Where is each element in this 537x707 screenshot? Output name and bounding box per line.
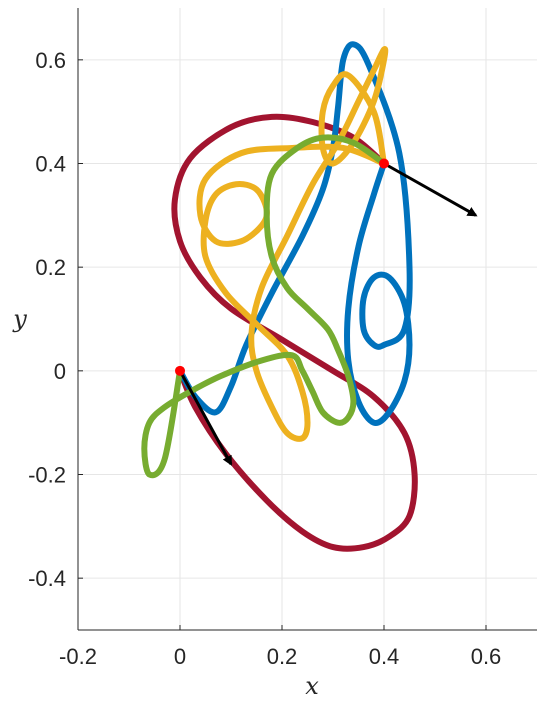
series-curve-2 [196,46,389,442]
x-tick-label: 0.4 [369,644,400,669]
x-tick-label: 0.2 [267,644,298,669]
series-curve-1 [177,41,413,426]
y-tick-label: -0.2 [28,463,66,488]
series-curve-3 [141,134,386,479]
start-point-marker-0 [175,365,185,376]
x-tick-label: -0.2 [59,644,97,669]
direction-arrow-1 [383,162,478,217]
y-tick-label: 0.4 [35,152,66,177]
grid [77,8,537,630]
series-group [141,41,418,552]
x-axis-label: x [305,672,319,700]
y-tick-label: 0.6 [35,48,66,73]
y-tick-label: -0.4 [28,566,66,591]
x-tick-label: 0.6 [471,644,502,669]
y-tick-label: 0 [54,359,66,384]
y-axis-label: y [12,305,27,333]
annotation-group [175,158,478,466]
y-tick-label: 0.2 [35,255,66,280]
axes: -0.2 0 0.2 0.4 0.6 -0.4 -0.2 0 0.2 0.4 0.6 [28,8,537,669]
x-tick-label: 0 [174,644,186,669]
start-point-marker-1 [379,158,389,169]
direction-arrow-0 [178,370,233,466]
